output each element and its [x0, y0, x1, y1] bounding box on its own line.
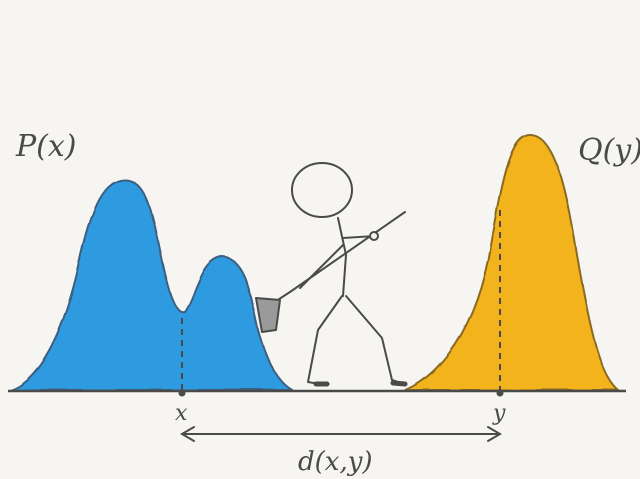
p-label: P(x) [15, 129, 77, 164]
distance-arrow [180, 426, 502, 442]
distance-label: d(x,y) [298, 447, 373, 477]
x-label: x [175, 401, 188, 426]
y-tick [496, 389, 504, 397]
x-tick [178, 389, 186, 397]
y-label: y [492, 401, 506, 426]
q-label: Q(y) [578, 133, 640, 168]
stick-figure-with-shovel-icon [255, 162, 408, 387]
q-distribution [404, 133, 621, 391]
p-distribution [9, 178, 296, 391]
